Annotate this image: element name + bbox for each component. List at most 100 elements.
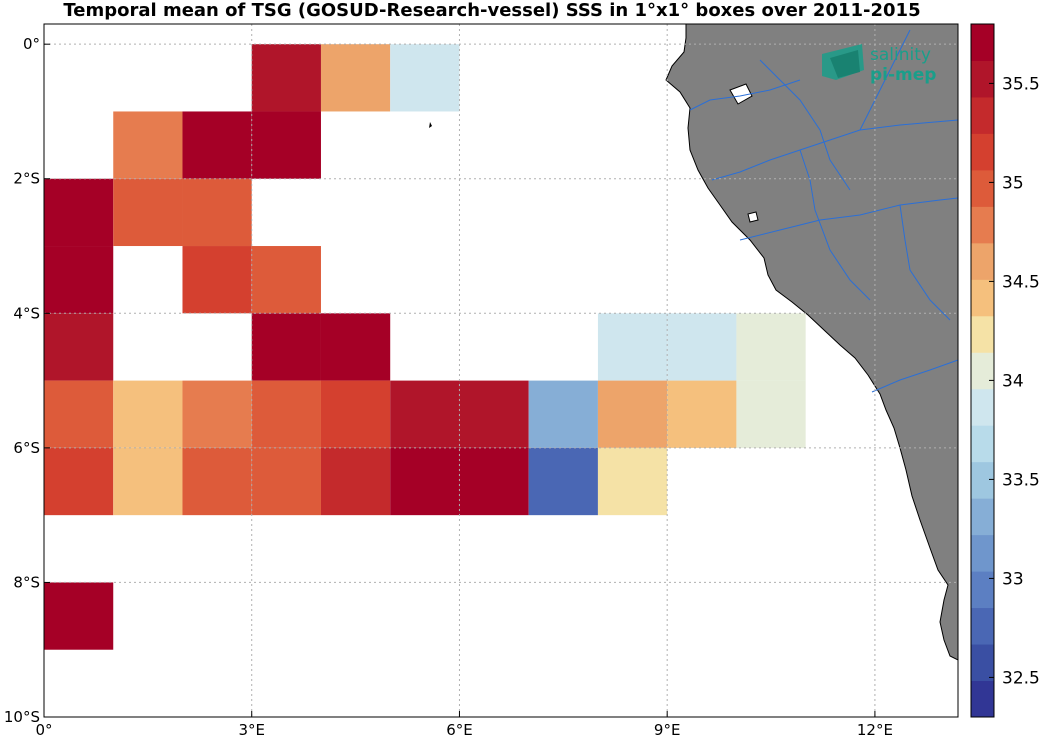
sss-cell bbox=[459, 380, 529, 448]
colorbar-tick-label: 35.5 bbox=[1002, 74, 1040, 94]
y-tick-label: 0° bbox=[23, 35, 40, 53]
sss-cell bbox=[736, 380, 806, 448]
colorbar-segment bbox=[971, 461, 994, 499]
sss-cell bbox=[320, 313, 391, 381]
colorbar-segment bbox=[971, 96, 994, 134]
sss-cell bbox=[113, 178, 183, 247]
map-area: 0° 3°E 6°E 9°E 12°E 0° 2°S 4°S 6°S 8°S 10°S bbox=[4, 23, 959, 739]
colorbar-segment bbox=[971, 680, 994, 718]
colorbar-segment bbox=[971, 644, 994, 682]
river-ubangi bbox=[859, 29, 911, 131]
sss-cell bbox=[251, 111, 321, 179]
ocean-islet bbox=[429, 122, 432, 128]
sss-cell bbox=[736, 313, 806, 381]
sss-cell bbox=[44, 380, 114, 448]
y-tick-label: 6°S bbox=[13, 439, 40, 457]
sss-cell bbox=[667, 313, 737, 381]
colorbar-segment bbox=[971, 534, 994, 572]
sss-cell bbox=[113, 380, 183, 448]
river-lualaba bbox=[899, 204, 951, 321]
colorbar-segment bbox=[971, 498, 994, 536]
map-frame bbox=[43, 23, 959, 718]
colorbar-segment bbox=[971, 607, 994, 645]
sss-cell bbox=[113, 111, 183, 179]
logo-mark-shadow-icon bbox=[830, 50, 860, 78]
colorbar-segment bbox=[971, 169, 994, 207]
y-tick-label: 4°S bbox=[13, 304, 40, 322]
colorbar: 32.5 33 33.5 34 34.5 35 35.5 bbox=[970, 23, 1040, 718]
colorbar-segment bbox=[971, 352, 994, 390]
river-congo bbox=[711, 119, 959, 181]
gulf-islet bbox=[747, 211, 759, 223]
africa-coast bbox=[665, 23, 959, 661]
colorbar-tick-label: 32.5 bbox=[1002, 668, 1040, 688]
gulf-inlet bbox=[729, 83, 753, 105]
colorbar-segments bbox=[971, 24, 994, 718]
sss-cell bbox=[390, 44, 460, 112]
sss-cell bbox=[390, 380, 460, 448]
land-mass bbox=[429, 23, 959, 661]
grid-lines bbox=[44, 24, 958, 717]
river-kasai bbox=[739, 197, 959, 241]
colorbar-tick-label: 34.5 bbox=[1002, 272, 1040, 292]
sss-cell bbox=[44, 447, 114, 516]
river-kwanza bbox=[871, 359, 959, 393]
sss-cell bbox=[251, 380, 321, 448]
rivers bbox=[689, 29, 959, 393]
colorbar-tick-label: 35 bbox=[1002, 173, 1024, 193]
sss-cell bbox=[251, 313, 321, 381]
sss-cell bbox=[182, 380, 252, 448]
sss-cell bbox=[251, 246, 321, 314]
sss-cell bbox=[597, 313, 668, 381]
colorbar-tick-label: 34 bbox=[1002, 371, 1024, 391]
x-tick-label: 0° bbox=[35, 721, 52, 739]
x-tick-label: 12°E bbox=[857, 721, 893, 739]
colorbar-segment bbox=[971, 388, 994, 426]
x-axis-ticks: 0° 3°E 6°E 9°E 12°E bbox=[35, 711, 893, 739]
sss-cell bbox=[182, 246, 252, 314]
sss-cell bbox=[320, 447, 391, 516]
sss-cell bbox=[44, 582, 114, 650]
y-tick-label: 8°S bbox=[13, 573, 40, 591]
river-sangha bbox=[759, 59, 851, 191]
sss-cell bbox=[44, 313, 114, 381]
colorbar-segment bbox=[971, 133, 994, 171]
colorbar-segment bbox=[971, 206, 994, 244]
colorbar-frame bbox=[970, 23, 995, 718]
sss-cell bbox=[182, 178, 252, 247]
sss-cell bbox=[182, 447, 252, 516]
river-kwango bbox=[799, 149, 871, 301]
sss-cell bbox=[528, 380, 598, 448]
colorbar-ticks: 32.5 33 33.5 34 34.5 35 35.5 bbox=[989, 74, 1040, 688]
sss-cell bbox=[251, 44, 321, 112]
x-tick-label: 6°E bbox=[446, 721, 473, 739]
sss-cell bbox=[320, 44, 391, 112]
colorbar-tick-label: 33 bbox=[1002, 569, 1024, 589]
colorbar-segment bbox=[971, 425, 994, 463]
x-tick-label: 3°E bbox=[238, 721, 265, 739]
river-ogooue bbox=[689, 79, 801, 111]
sss-cell bbox=[251, 447, 321, 516]
sss-cell bbox=[459, 447, 529, 516]
sss-cells bbox=[44, 44, 806, 650]
sss-cell bbox=[182, 111, 252, 179]
salinity-pimep-logo: salinity pi-mep bbox=[822, 44, 936, 85]
logo-text-salinity: salinity bbox=[870, 45, 931, 65]
colorbar-segment bbox=[971, 571, 994, 609]
y-tick-label: 2°S bbox=[13, 170, 40, 188]
logo-text-pimep: pi-mep bbox=[870, 65, 936, 85]
y-tick-label: 10°S bbox=[4, 708, 40, 726]
sss-cell bbox=[44, 246, 114, 314]
figure-title: Temporal mean of TSG (GOSUD-Research-ves… bbox=[63, 0, 920, 21]
colorbar-segment bbox=[971, 60, 994, 98]
sss-cell bbox=[667, 380, 737, 448]
sss-cell bbox=[44, 178, 114, 247]
sss-cell bbox=[320, 380, 391, 448]
x-tick-label: 9°E bbox=[654, 721, 681, 739]
sss-cell bbox=[597, 380, 668, 448]
sss-cell bbox=[528, 447, 598, 516]
colorbar-segment bbox=[971, 24, 994, 61]
y-axis-ticks: 0° 2°S 4°S 6°S 8°S 10°S bbox=[4, 35, 50, 726]
colorbar-tick-label: 33.5 bbox=[1002, 470, 1040, 490]
